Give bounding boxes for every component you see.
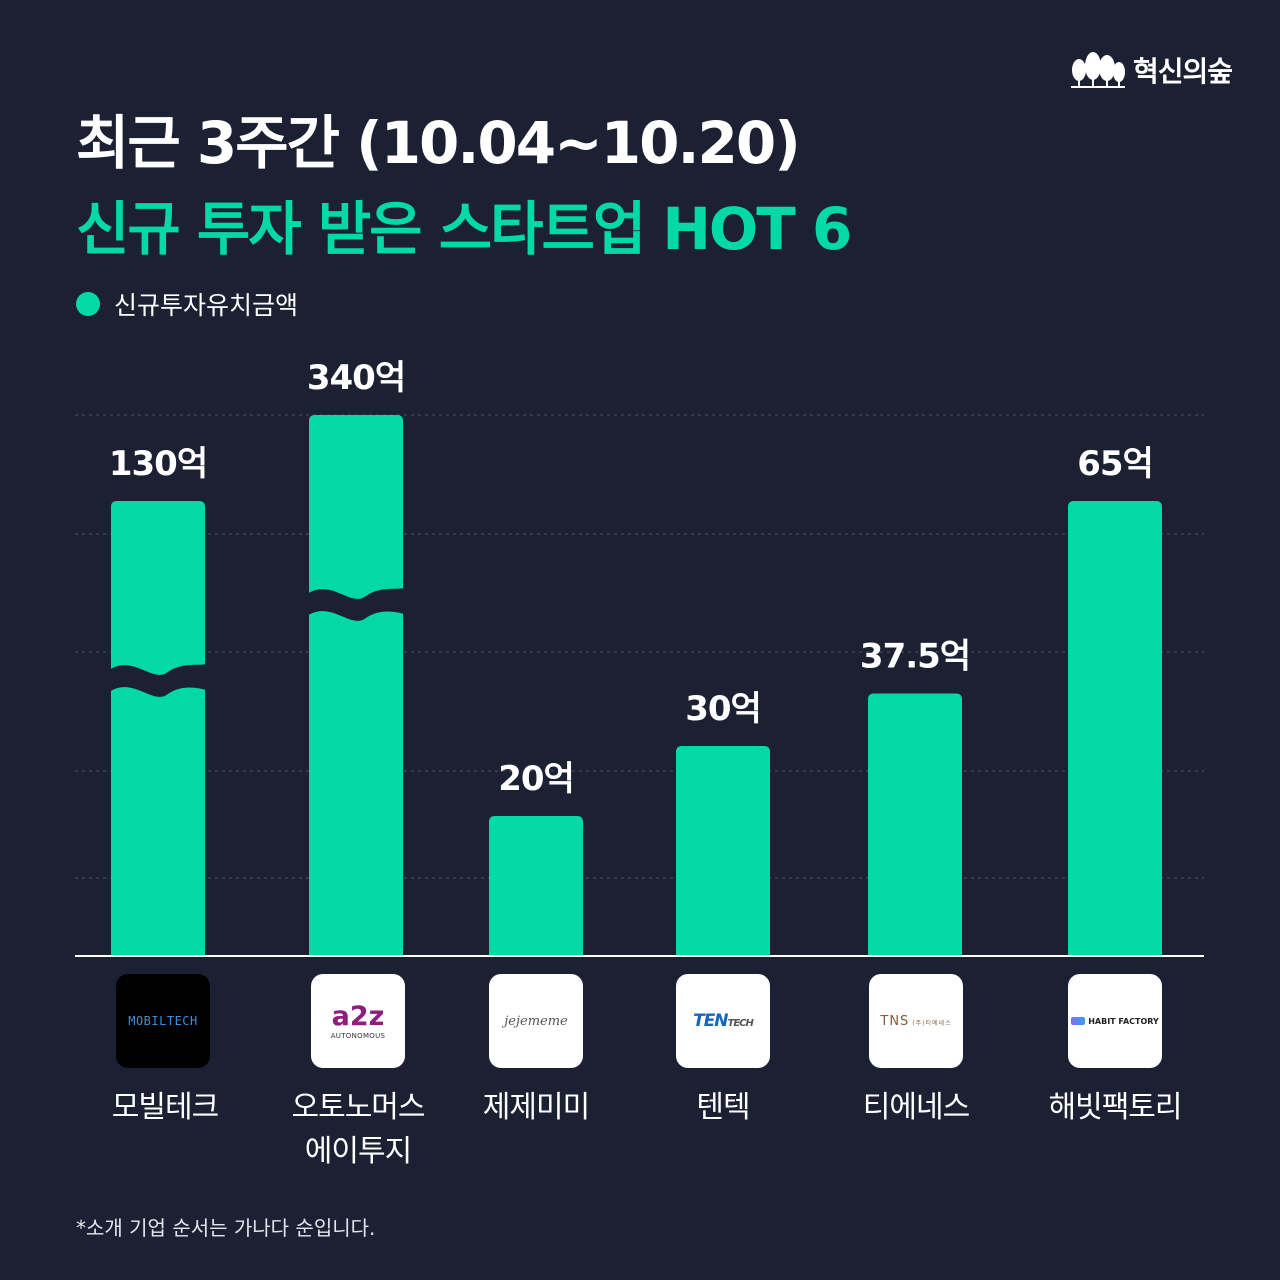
brand-logo: 혁신의숲 (1069, 50, 1233, 90)
bar (489, 816, 583, 956)
company-name-line: 해빗팩토리 (1048, 1090, 1183, 1125)
habit-mark-icon (1071, 1017, 1086, 1025)
company-logo-habitfactory: HABIT FACTORY (1068, 974, 1162, 1068)
company-name-line: 에이투지 (304, 1134, 412, 1169)
logo-subtext: AUTONOMOUS (330, 1031, 386, 1040)
bar (1068, 501, 1162, 956)
bar (676, 746, 770, 956)
logo-text-sub: TECH (727, 1018, 754, 1029)
axis-break-mark (307, 588, 405, 621)
logo-text-sub: (주)티에네스 (912, 1019, 952, 1027)
company-logo-jejememe: jejememe (489, 974, 583, 1068)
logo-text: a2z (331, 1000, 385, 1032)
company-logo-tentech: TENTECH (676, 974, 770, 1068)
footnote: *소개 기업 순서는 가나다 순입니다. (76, 1216, 376, 1240)
bar (111, 501, 205, 956)
data-label: 340억 (307, 358, 405, 398)
company-name: 모빌테크 (65, 1086, 265, 1130)
logo-text: MOBILTECH (128, 1014, 198, 1028)
legend-swatch (76, 292, 100, 316)
company-name-line: 텐텍 (696, 1090, 750, 1125)
bar (868, 693, 962, 956)
company-name-line: 오토노머스 (291, 1090, 426, 1125)
company-name-line: 티에네스 (862, 1090, 970, 1125)
logo-text: TNS (주)티에네스 (880, 1014, 951, 1029)
logo-text: HABIT FACTORY (1071, 1017, 1159, 1026)
logo-text-main: HABIT FACTORY (1088, 1016, 1159, 1026)
axis-break-mark (109, 664, 207, 697)
data-label: 30억 (685, 689, 761, 729)
bar (309, 415, 403, 956)
logo-text: TENTECH (693, 1011, 754, 1031)
company-logo-a2z: a2z AUTONOMOUS (311, 974, 405, 1068)
chart-legend: 신규투자유치금액 (76, 286, 298, 322)
company-name: 제제미미 (436, 1086, 636, 1130)
company-name-line: 제제미미 (482, 1090, 590, 1125)
page-subtitle: 신규 투자 받은 스타트업 HOT 6 (76, 195, 852, 263)
logo-text-main: TNS (880, 1013, 910, 1029)
company-logo-mobiltech: MOBILTECH (116, 974, 210, 1068)
logo-text: jejememe (504, 1013, 568, 1029)
page-title: 최근 3주간 (10.04~10.20) (76, 109, 801, 177)
company-logo-tns: TNS (주)티에네스 (869, 974, 963, 1068)
data-label: 65억 (1077, 444, 1153, 484)
company-name: 텐텍 (623, 1086, 823, 1130)
forest-trees-icon (1070, 52, 1125, 88)
brand-name: 혁신의숲 (1132, 55, 1233, 88)
company-name: 티에네스 (816, 1086, 1016, 1130)
logo-text-main: TEN (693, 1011, 728, 1031)
data-label: 130억 (109, 444, 207, 484)
legend-label: 신규투자유치금액 (114, 291, 299, 320)
company-name: 해빗팩토리 (1015, 1086, 1215, 1130)
data-label: 20억 (498, 759, 574, 799)
company-name-line: 모빌테크 (111, 1090, 219, 1125)
data-label: 37.5억 (860, 637, 970, 677)
